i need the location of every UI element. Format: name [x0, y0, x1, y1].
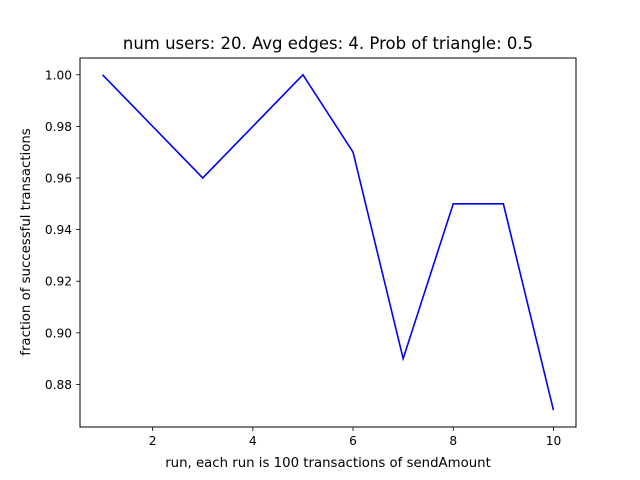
series-line: [101, 73, 555, 411]
plot-frame: [79, 57, 577, 428]
x-tick-label: 6: [349, 434, 357, 448]
y-tick-label: 0.98: [45, 120, 72, 134]
y-tick-label: 0.94: [45, 223, 72, 237]
y-axis-label: fraction of successful transactions: [19, 128, 34, 356]
y-tick-label: 0.96: [45, 171, 72, 185]
y-axis: 0.88 0.90 0.92 0.94 0.96 0.98 1.00: [45, 68, 80, 392]
x-tick-label: 2: [149, 434, 157, 448]
chart-title: num users: 20. Avg edges: 4. Prob of tri…: [123, 34, 533, 53]
y-tick-label: 0.92: [45, 275, 72, 289]
x-axis-label: run, each run is 100 transactions of sen…: [165, 456, 491, 471]
y-tick-label: 0.90: [45, 326, 72, 340]
x-axis: 2 4 6 8 10: [149, 427, 561, 448]
x-tick-label: 8: [449, 434, 457, 448]
x-tick-label: 4: [249, 434, 257, 448]
x-tick-label: 10: [546, 434, 562, 448]
series-layer: [101, 73, 555, 411]
y-tick-label: 1.00: [45, 68, 72, 82]
y-tick-label: 0.88: [45, 378, 72, 392]
